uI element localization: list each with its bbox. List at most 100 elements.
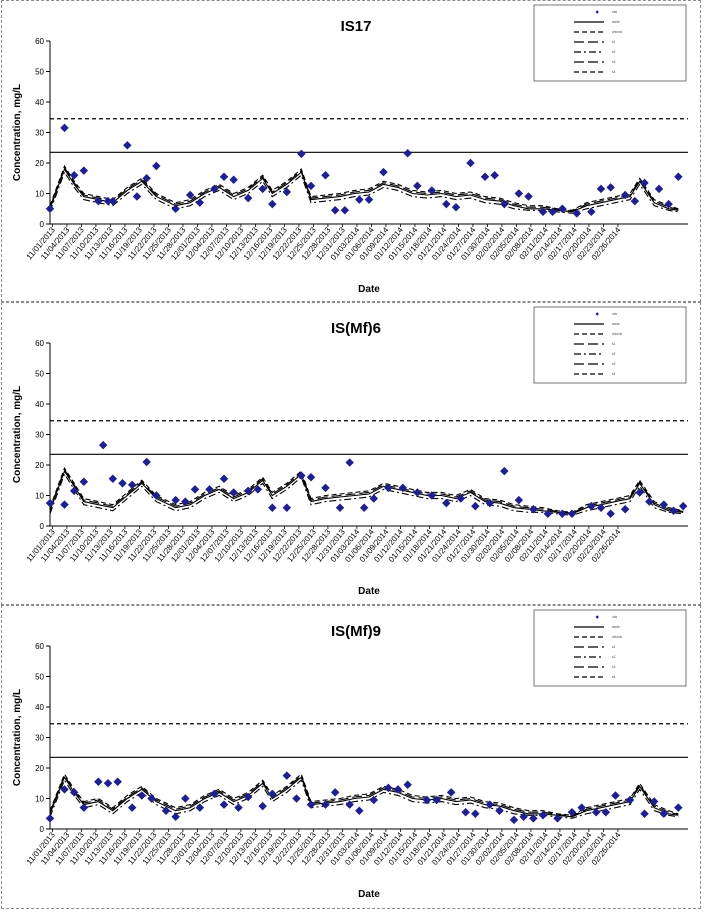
- observation-point: [524, 192, 533, 201]
- observation-point: [427, 491, 437, 500]
- chart-svg: IS(Mf)6 obs acute chronic s1 s2 s3 s4 0 10 20 30 40 5…: [12, 306, 688, 597]
- observation-point: [243, 193, 253, 203]
- observation-point: [161, 806, 171, 815]
- observation-point: [282, 187, 292, 197]
- chart-title: IS17: [341, 18, 372, 35]
- observation-point: [485, 800, 495, 809]
- observation-point: [611, 791, 620, 800]
- axes: [46, 40, 688, 227]
- observation-point: [635, 488, 644, 497]
- y-tick-label: 10: [35, 190, 44, 199]
- observation-point: [591, 807, 601, 817]
- series-line: [49, 774, 679, 817]
- series-line: [49, 167, 679, 213]
- legend-label: s2: [612, 655, 616, 659]
- observation-point: [229, 175, 238, 185]
- observation-point: [596, 503, 606, 512]
- axes: [46, 645, 688, 832]
- observation-point: [103, 196, 113, 206]
- legend-label: s3: [612, 60, 616, 64]
- legend-label: chronic: [612, 30, 623, 34]
- observation-point: [152, 491, 161, 500]
- legend-label: obs: [612, 615, 618, 619]
- observation-point: [490, 170, 499, 180]
- legend-label: s4: [612, 70, 616, 74]
- observation-point: [234, 803, 243, 812]
- observation-point: [379, 167, 388, 177]
- observation-point: [306, 472, 316, 482]
- observation-point: [181, 794, 190, 803]
- chart-panel: IS17 obs acute chronic s1 s2 s3 s4 0 10 20 30 40 50 60…: [1, 0, 701, 302]
- observation-point: [384, 783, 393, 793]
- series-line: [49, 772, 679, 816]
- observation-point: [219, 172, 229, 181]
- observation-point: [181, 497, 190, 506]
- observation-point: [306, 800, 316, 809]
- legend-label: obs: [612, 312, 618, 316]
- observation-point: [340, 206, 350, 215]
- legend-label: s2: [612, 50, 616, 54]
- observation-point: [321, 483, 330, 493]
- observation-point: [514, 495, 524, 505]
- observation-point: [403, 148, 412, 158]
- observation-point: [321, 800, 330, 809]
- observation-point: [321, 170, 330, 180]
- series-line: [49, 778, 679, 819]
- y-tick-label: 0: [40, 220, 45, 229]
- observation-point: [79, 803, 89, 812]
- observation-point: [640, 178, 649, 188]
- observation-point: [355, 806, 364, 815]
- observation-point: [268, 503, 277, 512]
- y-tick-label: 60: [35, 642, 44, 651]
- legend-label: acute: [612, 20, 620, 24]
- observation-point: [500, 199, 509, 209]
- observation-point: [195, 198, 205, 207]
- observation-point: [60, 785, 69, 794]
- observation-point: [330, 206, 340, 215]
- series-line: [49, 170, 679, 214]
- observation-point: [330, 788, 340, 797]
- y-tick-label: 30: [35, 734, 44, 743]
- legend-label: s1: [612, 342, 616, 346]
- observation-point: [171, 204, 180, 213]
- legend-label: s4: [612, 372, 616, 376]
- observation-point: [79, 166, 89, 175]
- legend-label: s3: [612, 362, 616, 366]
- x-axis-title: Date: [358, 284, 380, 295]
- x-axis-title: Date: [358, 889, 380, 900]
- observation-point: [94, 196, 103, 206]
- observation-point: [500, 466, 509, 476]
- observation-point: [210, 184, 219, 194]
- observation-point: [243, 486, 253, 496]
- y-tick-label: 30: [35, 129, 44, 138]
- observation-point: [69, 170, 79, 180]
- observation-point: [243, 792, 253, 802]
- observation-point: [113, 777, 122, 786]
- observation-point: [79, 477, 89, 487]
- observation-point: [630, 196, 640, 206]
- observation-point: [258, 801, 267, 811]
- observation-point: [345, 800, 354, 809]
- y-tick-label: 40: [35, 400, 44, 409]
- observation-point: [398, 483, 408, 493]
- chart-svg: IS17 obs acute chronic s1 s2 s3 s4 0 10 20 30 40 50 60…: [12, 4, 688, 295]
- observation-point: [674, 172, 683, 181]
- y-tick-label: 40: [35, 98, 44, 107]
- y-tick-label: 50: [35, 673, 44, 682]
- y-axis-title: Concentration, mg/L: [12, 689, 23, 786]
- chart-panel: IS(Mf)9 obs acute chronic s1 s2 s3 s4 0 10 20 30 40 5…: [1, 605, 701, 909]
- observation-point: [393, 785, 403, 794]
- observation-point: [456, 494, 466, 503]
- observation-point: [649, 797, 659, 806]
- observation-point: [485, 498, 495, 508]
- x-axis-title: Date: [358, 586, 380, 597]
- legend: obs acute chronic s1 s2 s3 s4: [533, 306, 687, 384]
- observation-point: [219, 800, 229, 809]
- observation-point: [442, 498, 451, 508]
- legend-label: acute: [612, 322, 620, 326]
- observation-point: [210, 789, 219, 799]
- observation-point: [442, 199, 451, 209]
- observation-point: [297, 149, 306, 159]
- legend: obs acute chronic s1 s2 s3 s4: [533, 4, 687, 82]
- observation-point: [45, 204, 55, 213]
